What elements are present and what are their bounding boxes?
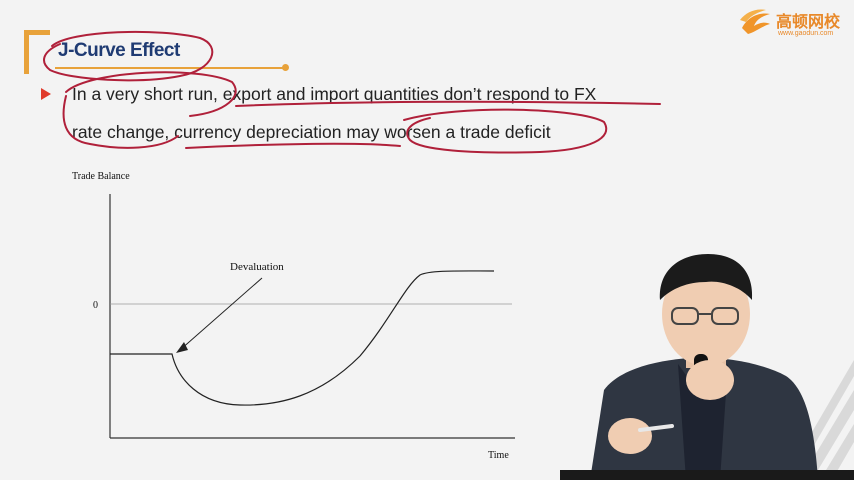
title-bracket [24, 30, 50, 74]
slide-title: J-Curve Effect [58, 40, 180, 61]
worsen-circle [403, 108, 607, 154]
glasses-left [671, 307, 699, 325]
logo-name: 高顿网校 [776, 12, 841, 31]
presenter-hand-left [608, 418, 652, 454]
underline-1 [235, 100, 661, 107]
x-axis-label: Time [488, 450, 509, 461]
y-axis-label: Trade Balance [72, 171, 130, 182]
presenter-hand-right [686, 360, 734, 400]
underline-2 [185, 142, 401, 149]
glasses-right [711, 307, 739, 325]
y-tick-zero: 0 [93, 300, 98, 311]
devaluation-arrow-head [176, 342, 188, 353]
bullet-text-line-2: rate change, currency depreciation may w… [72, 122, 551, 142]
title-dot [282, 64, 289, 71]
gaodun-logo: 高顿网校 www.gaodun.com [738, 4, 850, 42]
short-run-circle [62, 71, 237, 149]
title-circle [43, 30, 214, 82]
pen [638, 424, 674, 432]
j-curve-chart: Trade Balance 0 Time Devaluation [72, 171, 515, 461]
devaluation-arrow [179, 277, 263, 351]
j-curve-line [110, 270, 495, 406]
presenter-hair [659, 254, 753, 300]
podium-edge [560, 470, 854, 480]
logo-url: www.gaodun.com [778, 30, 834, 37]
title-rule [55, 67, 285, 69]
presenter-video [560, 254, 854, 480]
bullet-text-line-1: In a very short run, export and import q… [72, 84, 597, 104]
devaluation-annotation: Devaluation [230, 261, 284, 273]
logo-mark-icon [740, 9, 770, 35]
bullet-arrow-icon [41, 88, 51, 100]
